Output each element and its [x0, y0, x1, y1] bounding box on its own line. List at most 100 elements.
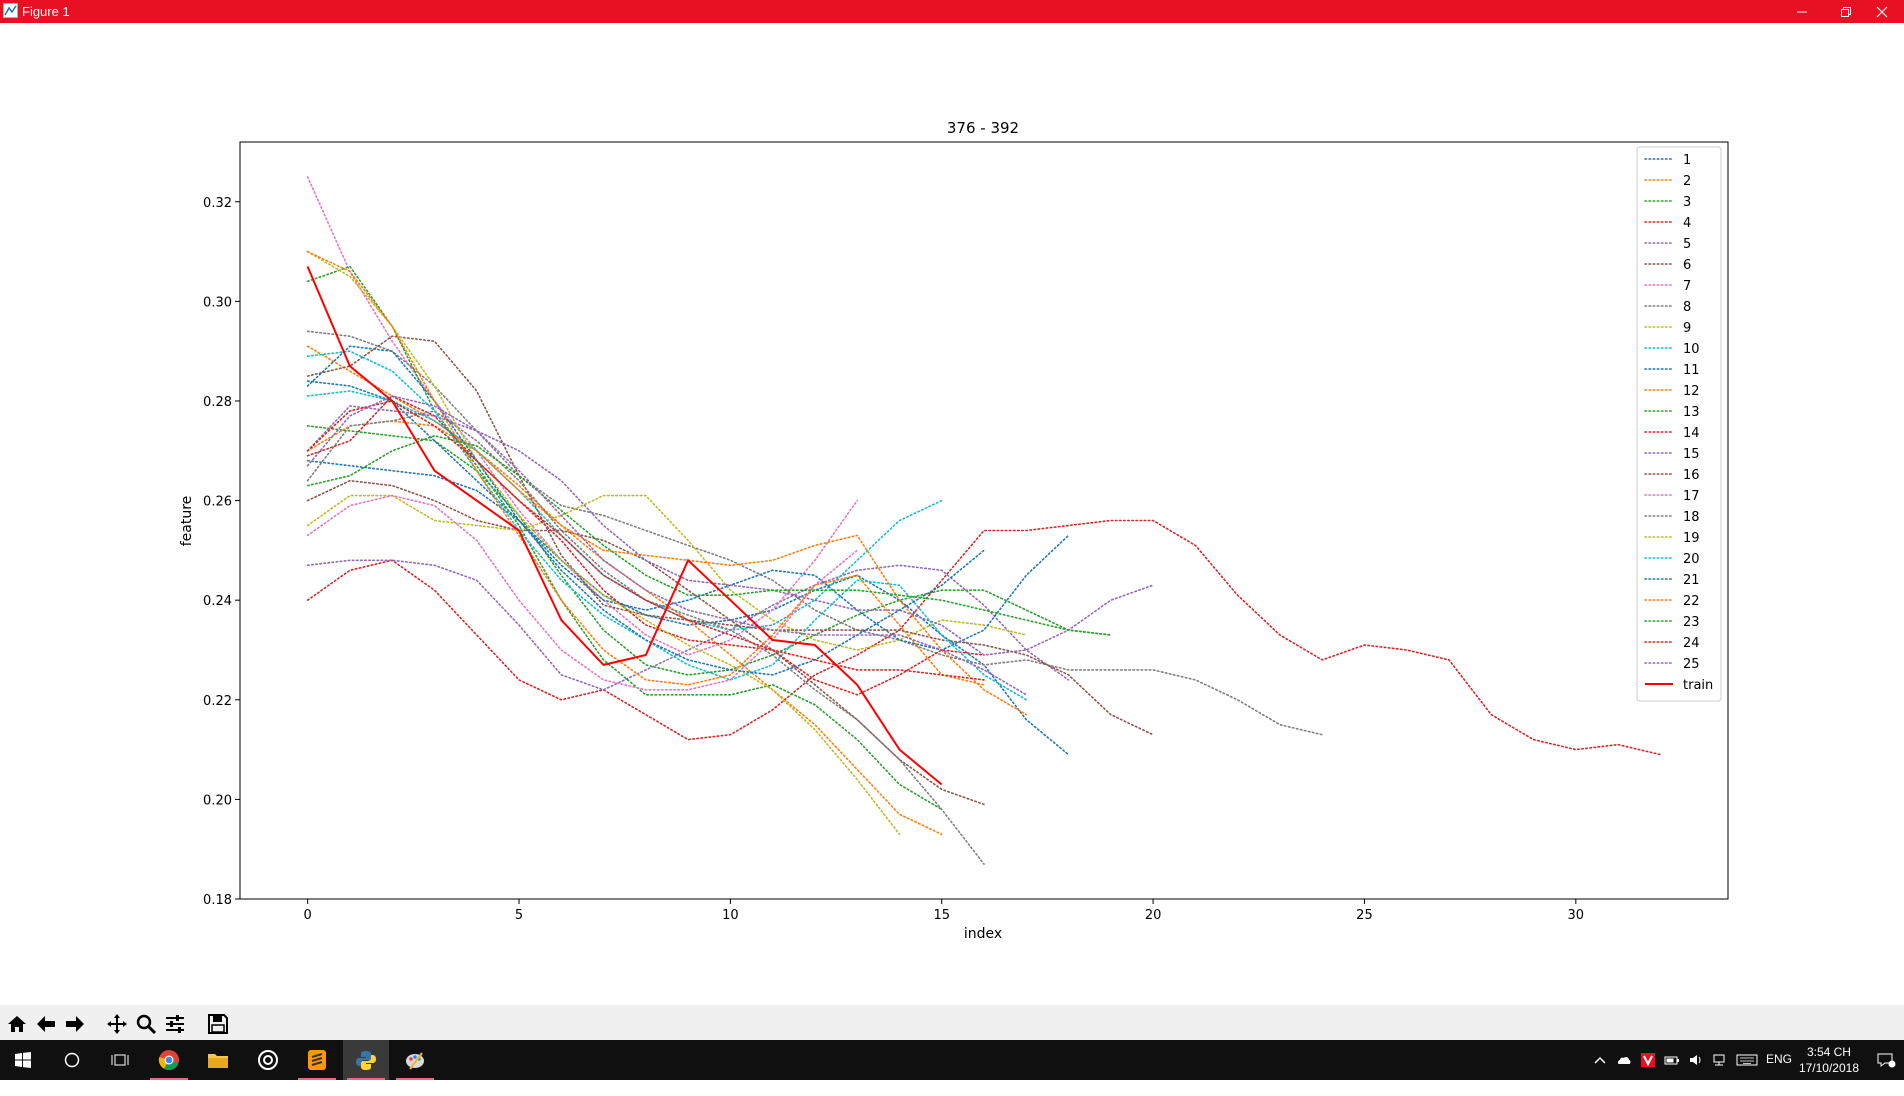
- close-button[interactable]: [1860, 0, 1904, 23]
- minimize-icon: [1797, 11, 1807, 12]
- screen-bottom-edge: [0, 1080, 1904, 1096]
- series-line-23: [306, 434, 1112, 636]
- y-tick-label: 0.26: [203, 495, 232, 510]
- active-indicator: [347, 1078, 385, 1080]
- language-indicator[interactable]: ENG: [1765, 1052, 1792, 1066]
- palette-icon: [406, 1052, 424, 1070]
- task-view-button[interactable]: [97, 1040, 143, 1080]
- target-ring-icon: [258, 1050, 278, 1070]
- onedrive-cloud-icon[interactable]: [1616, 1052, 1632, 1068]
- matplotlib-figure-icon: [3, 3, 18, 18]
- active-indicator: [298, 1078, 336, 1080]
- taskbar: ENG 3:54 CH 17/10/2018: [0, 1040, 1904, 1080]
- sublime-text-app[interactable]: [294, 1040, 340, 1080]
- x-tick-label: 5: [515, 908, 523, 923]
- plot-lines: [306, 176, 1662, 865]
- zoom-icon: [136, 1014, 157, 1035]
- back-arrow-icon: [37, 1016, 55, 1032]
- save-icon: [208, 1014, 228, 1034]
- series-line-24: [306, 400, 985, 681]
- legend-label-20: 20: [1683, 552, 1700, 567]
- legend-label-19: 19: [1683, 531, 1700, 546]
- folder-icon: [208, 1054, 228, 1068]
- antivirus-icon[interactable]: [1640, 1052, 1656, 1068]
- legend-label-22: 22: [1683, 594, 1700, 609]
- y-tick-label: 0.18: [203, 893, 232, 908]
- legend-label-25: 25: [1683, 657, 1700, 672]
- paint-app[interactable]: [392, 1040, 438, 1080]
- configure-subplots-button[interactable]: [162, 1011, 188, 1037]
- start-button[interactable]: [0, 1040, 46, 1080]
- series-line-18: [306, 410, 985, 865]
- figure-canvas[interactable]: 376 - 392 0 5 10 15 20 25 300.180.200.220.240.…: [0, 23, 1904, 1005]
- legend-label-24: 24: [1683, 636, 1700, 651]
- series-line-6: [306, 479, 985, 806]
- save-button[interactable]: [205, 1011, 231, 1037]
- legend-label-train: train: [1683, 678, 1713, 693]
- keyboard-icon[interactable]: [1736, 1052, 1758, 1068]
- restore-icon: [1841, 6, 1851, 17]
- python-app[interactable]: [343, 1040, 389, 1080]
- home-button[interactable]: [4, 1011, 30, 1037]
- battery-icon[interactable]: [1664, 1052, 1680, 1068]
- pan-icon: [107, 1014, 127, 1034]
- series-line-5: [306, 559, 1070, 691]
- y-tick-label: 0.20: [203, 793, 232, 808]
- close-icon: [1876, 6, 1888, 17]
- configure-subplots-icon: [166, 1015, 184, 1033]
- chevron-up-icon[interactable]: [1592, 1052, 1608, 1068]
- x-tick-label: 0: [303, 908, 311, 923]
- clock-time: 3:54 CH: [1806, 1045, 1851, 1059]
- y-tick-label: 0.28: [203, 395, 232, 410]
- media-app[interactable]: [245, 1040, 291, 1080]
- navigation-toolbar: [0, 1005, 1904, 1040]
- y-tick-label: 0.22: [203, 694, 232, 709]
- legend-label-1: 1: [1683, 153, 1691, 168]
- file-explorer-app[interactable]: [195, 1040, 241, 1080]
- legend-label-13: 13: [1683, 405, 1700, 420]
- forward-arrow-icon: [66, 1016, 84, 1032]
- chrome-app[interactable]: [146, 1040, 192, 1080]
- search-button[interactable]: [49, 1040, 95, 1080]
- legend-label-5: 5: [1683, 237, 1691, 252]
- series-line-19: [306, 250, 901, 836]
- x-tick-label: 10: [722, 908, 739, 923]
- clock[interactable]: 3:54 CH 17/10/2018: [1799, 1044, 1859, 1076]
- series-line-13: [306, 265, 943, 811]
- chart-title: 376 - 392: [947, 119, 1019, 137]
- series-line-16: [306, 335, 1154, 736]
- series-line-14: [306, 395, 985, 696]
- home-icon: [8, 1016, 26, 1032]
- series-line-8: [306, 330, 1323, 736]
- network-icon[interactable]: [1712, 1052, 1728, 1068]
- series-line-train: [306, 266, 943, 786]
- legend-label-12: 12: [1683, 384, 1700, 399]
- active-indicator: [150, 1078, 188, 1080]
- y-axis-label: feature: [179, 496, 195, 547]
- legend-label-18: 18: [1683, 510, 1700, 525]
- sublime-icon: [308, 1050, 326, 1070]
- restore-button[interactable]: [1824, 0, 1868, 23]
- forward-button[interactable]: [62, 1011, 88, 1037]
- series-line-10: [306, 390, 943, 631]
- pan-button[interactable]: [104, 1011, 130, 1037]
- action-center-icon[interactable]: [1876, 1052, 1896, 1068]
- legend-label-16: 16: [1683, 468, 1700, 483]
- legend-label-15: 15: [1683, 447, 1700, 462]
- series-line-3: [306, 425, 1112, 676]
- legend-box: [1636, 146, 1722, 702]
- minimize-button[interactable]: [1780, 0, 1824, 23]
- legend-label-6: 6: [1683, 258, 1691, 273]
- series-line-25: [306, 395, 1028, 696]
- zoom-button[interactable]: [133, 1011, 159, 1037]
- volume-icon[interactable]: [1688, 1052, 1704, 1068]
- window-title: Figure 1: [22, 4, 70, 19]
- y-tick-label: 0.32: [203, 196, 232, 211]
- series-line-17: [306, 494, 859, 691]
- legend: 1234567891011121314151617181920212223242…: [1636, 146, 1722, 702]
- chrome-icon: [158, 1050, 179, 1071]
- x-tick-label: 25: [1356, 908, 1373, 923]
- series-line-2: [306, 345, 943, 836]
- legend-label-8: 8: [1683, 300, 1691, 315]
- back-button[interactable]: [33, 1011, 59, 1037]
